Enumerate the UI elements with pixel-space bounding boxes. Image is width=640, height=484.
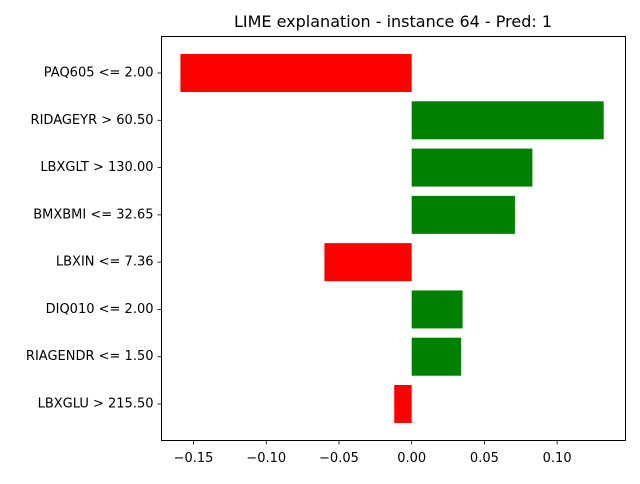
bar-0 <box>180 54 412 92</box>
x-tick-label: 0.00 <box>397 451 426 466</box>
bar-2 <box>411 148 533 187</box>
y-axis-ticks: PAQ605 <= 2.00 RIDAGEYR > 60.50 LBXGLT > 1… <box>26 66 162 412</box>
x-axis-ticks: −0.15 −0.10 −0.05 0.00 0.05 0.10 <box>174 440 572 466</box>
x-tick-label: −0.05 <box>319 451 359 466</box>
chart-title: LIME explanation - instance 64 - Pred: 1 <box>234 12 552 31</box>
y-tick-label: LBXGLU > 215.50 <box>38 397 154 412</box>
y-tick-label: LBXGLT > 130.00 <box>40 160 153 175</box>
bar-7 <box>394 385 412 423</box>
y-tick-label: RIAGENDR <= 1.50 <box>26 349 154 364</box>
y-tick-label: LBXIN <= 7.36 <box>56 255 154 270</box>
bar-3 <box>411 195 515 234</box>
bars-group <box>180 54 604 423</box>
x-tick-label: −0.15 <box>174 451 214 466</box>
y-tick-label: RIDAGEYR > 60.50 <box>31 113 154 128</box>
bar-5 <box>411 290 463 329</box>
bar-6 <box>411 337 462 376</box>
bar-1 <box>411 101 604 140</box>
y-tick-label: BMXBMI <= 32.65 <box>33 207 153 222</box>
axes-frame <box>161 36 626 441</box>
bar-4 <box>324 243 412 282</box>
y-tick-label: PAQ605 <= 2.00 <box>44 66 154 81</box>
y-tick-label: DIQ010 <= 2.00 <box>46 302 154 317</box>
x-tick-label: −0.10 <box>246 451 286 466</box>
x-tick-label: 0.10 <box>543 451 572 466</box>
x-tick-label: 0.05 <box>470 451 499 466</box>
